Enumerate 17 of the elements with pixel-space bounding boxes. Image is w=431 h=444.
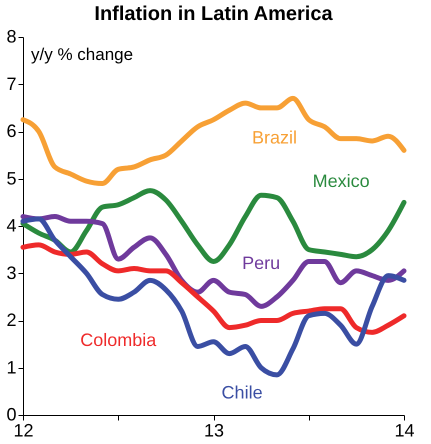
y-tick-label: 4 [6,216,16,236]
chart-title: Inflation in Latin America [94,3,334,25]
y-tick-label: 8 [6,26,16,46]
y-axis-title: y/y % change [31,45,134,64]
y-tick-label: 5 [6,168,16,188]
series-label: Brazil [252,128,297,148]
series-label: Peru [242,252,280,273]
x-tick-label: 13 [204,420,224,440]
text: Colombia [80,330,158,350]
y-tick-label: 6 [6,121,16,141]
x-tick-label: 14 [394,420,415,440]
y-tick-label: 3 [6,262,16,283]
y-tick-label: 2 [6,310,16,330]
y-tick-label: 1 [6,357,16,378]
series-label: Chile [222,382,263,403]
y-tick-label: 7 [6,74,16,94]
series-label: Mexico [312,171,370,192]
